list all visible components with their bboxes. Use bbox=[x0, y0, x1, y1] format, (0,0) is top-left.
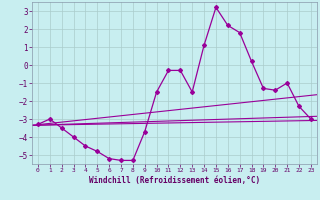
X-axis label: Windchill (Refroidissement éolien,°C): Windchill (Refroidissement éolien,°C) bbox=[89, 176, 260, 185]
